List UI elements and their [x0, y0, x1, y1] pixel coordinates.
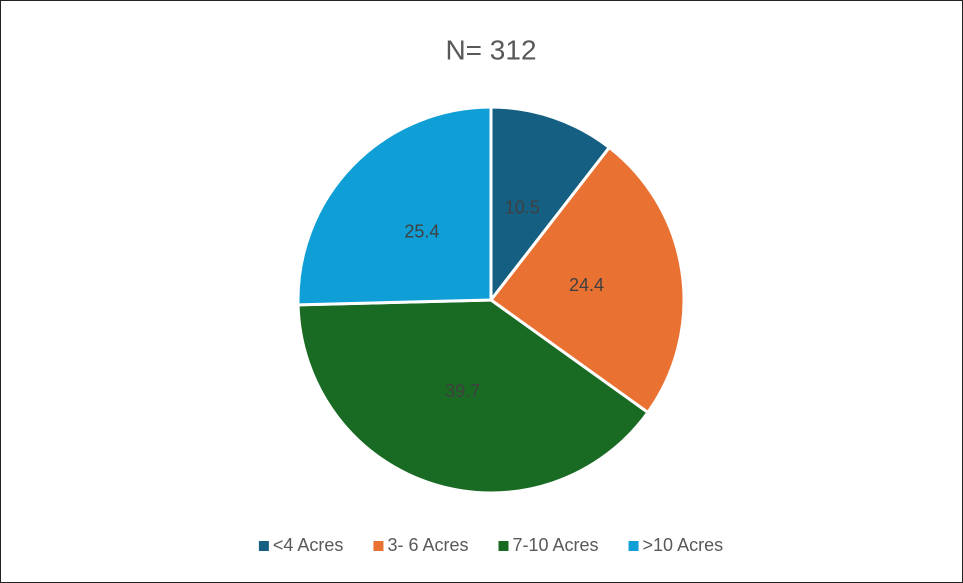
- legend-label: 3- 6 Acres: [387, 535, 468, 555]
- legend-swatch: [373, 541, 384, 551]
- pie-slice: [296, 105, 493, 307]
- pie-slice: [296, 298, 650, 495]
- legend-swatch: [258, 541, 269, 551]
- pie-slice: [489, 105, 612, 305]
- data-label: 10.5: [505, 197, 540, 217]
- legend-swatch: [628, 541, 639, 551]
- legend-label: >10 Acres: [643, 535, 724, 555]
- data-label: 24.4: [569, 275, 604, 295]
- chart-title: N= 312: [445, 34, 536, 65]
- legend-label: <4 Acres: [273, 535, 344, 555]
- legend-swatch: [498, 541, 509, 551]
- data-label: 39.7: [445, 381, 480, 401]
- pie-slice: [488, 145, 686, 415]
- data-label: 25.4: [404, 221, 439, 241]
- legend-label: 7-10 Acres: [512, 535, 598, 555]
